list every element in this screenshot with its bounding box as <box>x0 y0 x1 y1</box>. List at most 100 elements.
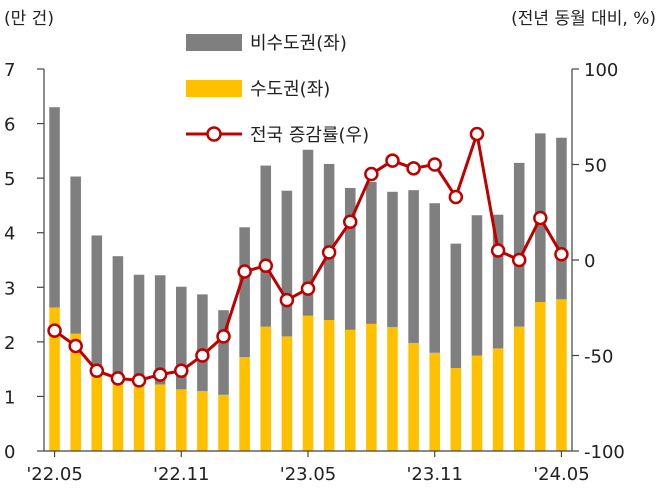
bar-capital-22.08 <box>112 380 124 451</box>
bar-noncapital-24.03 <box>513 162 525 327</box>
right-tick-label: 100 <box>584 60 618 81</box>
growth-point-22.08 <box>110 371 126 386</box>
growth-point-22.07 <box>89 363 105 379</box>
bar-noncapital-23.10 <box>408 190 419 343</box>
growth-point-24.01 <box>469 126 485 142</box>
growth-point-23.11 <box>427 157 442 172</box>
bar-capital-22.12 <box>197 390 208 451</box>
left-tick-label: 0 <box>4 442 15 463</box>
bar-capital-22.11 <box>176 389 187 451</box>
bar-capital-23.02 <box>239 357 250 451</box>
growth-point-22.05 <box>47 323 62 338</box>
growth-point-23.07 <box>342 214 358 230</box>
bar-noncapital-23.01 <box>218 310 229 395</box>
right-tick-label: 50 <box>584 156 607 177</box>
bar-noncapital-24.05 <box>556 137 567 300</box>
legend-swatch-0 <box>186 34 242 51</box>
legend-marker <box>206 126 222 142</box>
left-axis-unit: (만 건) <box>4 9 54 29</box>
x-tick-label: '23.11 <box>406 464 462 485</box>
growth-point-23.09 <box>385 153 400 168</box>
bar-capital-23.08 <box>366 323 377 451</box>
left-tick-label: 7 <box>4 60 15 81</box>
bar-capital-23.06 <box>323 320 335 451</box>
bar-capital-24.03 <box>513 326 525 451</box>
bar-noncapital-22.10 <box>154 275 166 385</box>
growth-point-24.03 <box>511 252 527 268</box>
growth-point-23.01 <box>216 329 231 344</box>
legend-swatch-1 <box>186 80 242 97</box>
bar-noncapital-22.08 <box>112 256 124 381</box>
bar-capital-22.05 <box>49 307 60 451</box>
legend-label-2: 전국 증감률(우) <box>250 125 369 146</box>
right-tick-label: 0 <box>584 251 595 272</box>
bar-capital-24.05 <box>556 299 567 451</box>
bar-capital-23.05 <box>302 315 314 451</box>
bar-noncapital-23.08 <box>366 181 377 324</box>
bar-noncapital-23.05 <box>302 149 314 316</box>
bar-capital-22.09 <box>133 380 145 451</box>
bar-capital-23.01 <box>218 394 229 451</box>
growth-point-22.06 <box>68 338 83 354</box>
bar-noncapital-22.09 <box>133 274 145 381</box>
growth-point-23.02 <box>237 264 252 279</box>
bars <box>49 107 567 451</box>
bar-noncapital-22.06 <box>70 176 81 334</box>
growth-point-23.03 <box>258 258 274 273</box>
bar-capital-22.07 <box>91 371 103 451</box>
growth-point-24.02 <box>490 243 506 258</box>
growth-point-23.04 <box>279 292 295 308</box>
x-tick-label: '23.05 <box>280 464 336 485</box>
bar-capital-23.12 <box>450 368 462 451</box>
growth-point-23.05 <box>300 281 316 296</box>
right-tick-label: -100 <box>584 442 625 463</box>
growth-point-22.10 <box>152 367 168 382</box>
bar-noncapital-22.05 <box>49 107 60 308</box>
legend: 비수도권(좌) 수도권(좌) 전국 증감률(우) <box>186 33 369 146</box>
right-axis-unit: (전년 동월 대비, %) <box>511 9 656 29</box>
legend-label-0: 비수도권(좌) <box>250 33 347 54</box>
bar-noncapital-22.07 <box>91 235 103 372</box>
growth-point-22.12 <box>195 348 210 363</box>
bar-capital-24.04 <box>535 302 546 451</box>
bar-noncapital-23.11 <box>429 203 440 353</box>
bar-noncapital-23.04 <box>281 190 293 337</box>
left-tick-label: 5 <box>4 169 15 190</box>
bar-capital-22.10 <box>154 384 166 451</box>
axes: 0 1 2 3 4 5 6 7 -100 -50 0 50 100 '22.05 '22.11 '23.05 '… <box>4 9 656 485</box>
growth-point-22.11 <box>174 363 189 379</box>
growth-point-24.05 <box>554 247 569 262</box>
growth-point-23.10 <box>406 161 421 176</box>
bar-noncapital-23.06 <box>323 163 335 321</box>
growth-point-23.12 <box>448 189 464 205</box>
bar-capital-23.11 <box>429 352 440 451</box>
left-tick-label: 1 <box>4 387 15 408</box>
left-tick-label: 4 <box>4 224 15 245</box>
bar-capital-23.04 <box>281 336 293 451</box>
legend-label-1: 수도권(좌) <box>250 79 330 100</box>
bar-noncapital-22.11 <box>176 286 187 390</box>
bar-noncapital-23.07 <box>344 187 356 330</box>
x-tick-label: '22.11 <box>153 464 209 485</box>
bar-noncapital-24.02 <box>492 214 504 349</box>
bar-capital-24.01 <box>471 355 483 451</box>
bar-capital-23.09 <box>387 327 398 451</box>
bar-noncapital-24.01 <box>471 215 483 356</box>
bar-noncapital-23.12 <box>450 243 462 369</box>
bar-capital-23.07 <box>344 329 356 451</box>
growth-point-24.04 <box>533 210 548 226</box>
bar-capital-22.06 <box>70 333 81 451</box>
growth-point-23.06 <box>321 245 337 260</box>
growth-point-22.09 <box>131 373 147 388</box>
right-tick-label: -50 <box>584 347 613 368</box>
growth-line <box>47 126 569 388</box>
bar-capital-23.10 <box>408 342 419 451</box>
x-tick-label: '24.05 <box>533 464 589 485</box>
left-tick-label: 6 <box>4 115 15 136</box>
bar-capital-24.02 <box>492 348 504 451</box>
left-tick-label: 2 <box>4 333 15 354</box>
bar-noncapital-23.02 <box>239 227 250 358</box>
growth-point-23.08 <box>364 166 379 182</box>
bar-noncapital-23.03 <box>260 165 272 327</box>
